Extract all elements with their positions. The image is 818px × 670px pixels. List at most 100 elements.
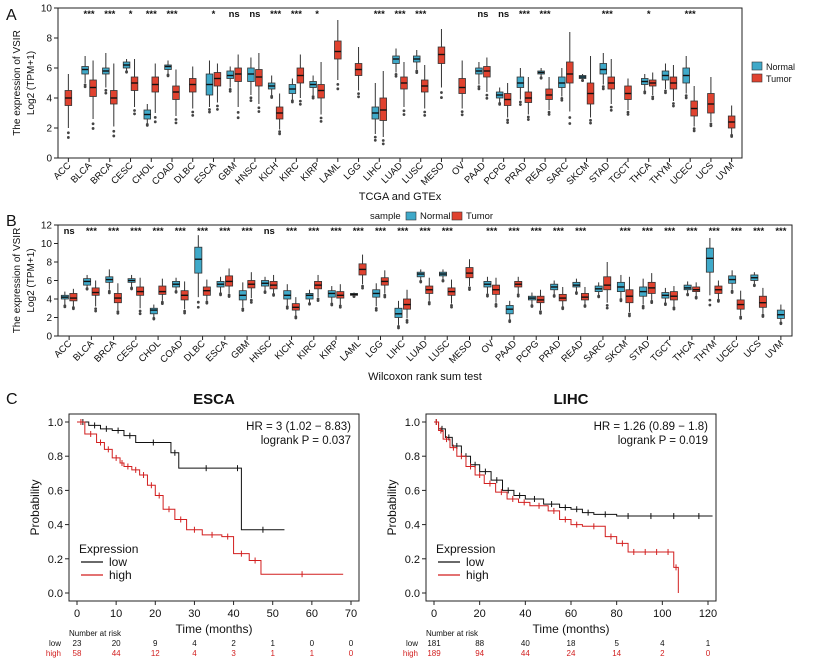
- tumor-outlier: [133, 109, 136, 112]
- tumor-outlier: [568, 122, 572, 125]
- x-tick-label: HNSC: [248, 338, 275, 365]
- normal-outlier: [415, 71, 419, 75]
- tumor-outlier: [257, 106, 261, 110]
- legend-swatch-normal: [751, 61, 763, 71]
- normal-outlier: [643, 91, 647, 95]
- tumor-outlier: [249, 300, 253, 304]
- risk-count: 44: [112, 649, 121, 658]
- risk-count: 1: [270, 639, 275, 648]
- tumor-outlier: [336, 83, 340, 86]
- significance-label: ns: [264, 226, 275, 237]
- normal-outlier: [285, 306, 289, 310]
- tumor-outlier: [694, 296, 698, 300]
- normal-outlier: [779, 322, 783, 326]
- significance-label: ***: [397, 226, 408, 237]
- tumor-outlier: [468, 288, 471, 291]
- significance-label: ns: [64, 226, 75, 237]
- y-axis-label: Probability: [28, 479, 42, 535]
- tumor-box: [334, 40, 342, 60]
- x-tick-label: UCS: [694, 160, 716, 182]
- tumor-outlier: [112, 134, 116, 138]
- tumor-outlier: [460, 110, 464, 114]
- normal-outlier: [196, 300, 200, 304]
- tumor-outlier: [651, 97, 655, 101]
- significance-label: ***: [575, 226, 586, 237]
- x-tick-label: ESCA: [193, 160, 220, 187]
- normal-outlier: [308, 302, 311, 306]
- risk-count: 189: [427, 649, 441, 658]
- significance-label: ***: [519, 9, 530, 20]
- normal-outlier: [684, 94, 688, 98]
- y-tick-label: 6: [46, 64, 52, 75]
- x-tick-label: 10: [110, 608, 122, 620]
- tumor-box: [379, 97, 387, 121]
- significance-label: *: [212, 9, 216, 20]
- significance-label: ***: [308, 226, 319, 237]
- risk-count: 40: [521, 639, 530, 648]
- normal-outlier: [373, 135, 377, 139]
- tumor-outlier: [440, 96, 443, 99]
- km-curve-high: [434, 421, 679, 593]
- y-tick-label: 1.0: [405, 417, 420, 429]
- logrank-p: logrank P = 0.019: [618, 435, 708, 447]
- significance-label: ***: [175, 226, 186, 237]
- normal-outlier: [166, 74, 170, 78]
- normal-box: [194, 246, 203, 274]
- risk-count: 14: [612, 649, 621, 658]
- tumor-box: [158, 285, 167, 295]
- significance-label: ***: [642, 226, 653, 237]
- significance-label: ***: [104, 9, 115, 20]
- x-tick-label: 60: [565, 608, 577, 620]
- normal-outlier: [552, 294, 556, 298]
- significance-label: ns: [477, 9, 488, 20]
- x-tick-label: KIRC: [278, 160, 302, 184]
- x-tick-label: 50: [267, 608, 279, 620]
- tumor-outlier: [717, 299, 720, 303]
- legend-label-high: high: [109, 568, 132, 582]
- x-tick-label: 40: [227, 608, 239, 620]
- normal-box: [599, 63, 608, 75]
- risk-count: 2: [231, 639, 236, 648]
- normal-outlier: [397, 326, 400, 330]
- tumor-outlier: [338, 305, 342, 309]
- tumor-outlier: [298, 102, 302, 106]
- x-tick-label: PAAD: [494, 338, 520, 364]
- normal-outlier: [145, 123, 149, 127]
- normal-outlier: [684, 96, 688, 100]
- risk-count: 4: [660, 639, 665, 648]
- tumor-outlier: [605, 306, 609, 310]
- legend-label-tumor: Tumor: [766, 74, 792, 84]
- x-tick-label: THYM: [648, 160, 675, 187]
- x-tick-label: THYM: [692, 338, 719, 365]
- risk-count: 1: [270, 649, 275, 658]
- x-tick-label: 0: [431, 608, 437, 620]
- normal-outlier: [575, 292, 578, 295]
- legend-title: Expression: [436, 542, 495, 556]
- y-tick-label: 4: [46, 94, 52, 105]
- x-tick-label: MESO: [419, 160, 447, 188]
- tumor-outlier: [626, 113, 630, 116]
- tumor-outlier: [609, 108, 613, 112]
- tumor-box: [130, 76, 139, 91]
- x-axis-label: Time (months): [176, 622, 253, 636]
- tumor-outlier: [191, 110, 195, 114]
- x-tick-label: UCEC: [715, 338, 742, 365]
- significance-label: ***: [664, 226, 675, 237]
- significance-label: ***: [731, 226, 742, 237]
- tumor-outlier: [539, 311, 542, 315]
- risk-row-name: low: [49, 639, 61, 648]
- x-tick-label: 30: [188, 608, 200, 620]
- normal-outlier: [241, 309, 245, 312]
- tumor-outlier: [626, 110, 630, 114]
- normal-box: [226, 70, 234, 79]
- significance-label: ***: [394, 9, 405, 20]
- normal-outlier: [352, 295, 356, 299]
- x-tick-label: CHOL: [137, 338, 163, 364]
- significance-label: ns: [249, 9, 260, 20]
- risk-count: 5: [614, 639, 619, 648]
- x-tick-label: COAD: [150, 160, 177, 187]
- tumor-outlier: [191, 114, 195, 117]
- tumor-box: [483, 66, 491, 78]
- tumor-outlier: [561, 307, 565, 311]
